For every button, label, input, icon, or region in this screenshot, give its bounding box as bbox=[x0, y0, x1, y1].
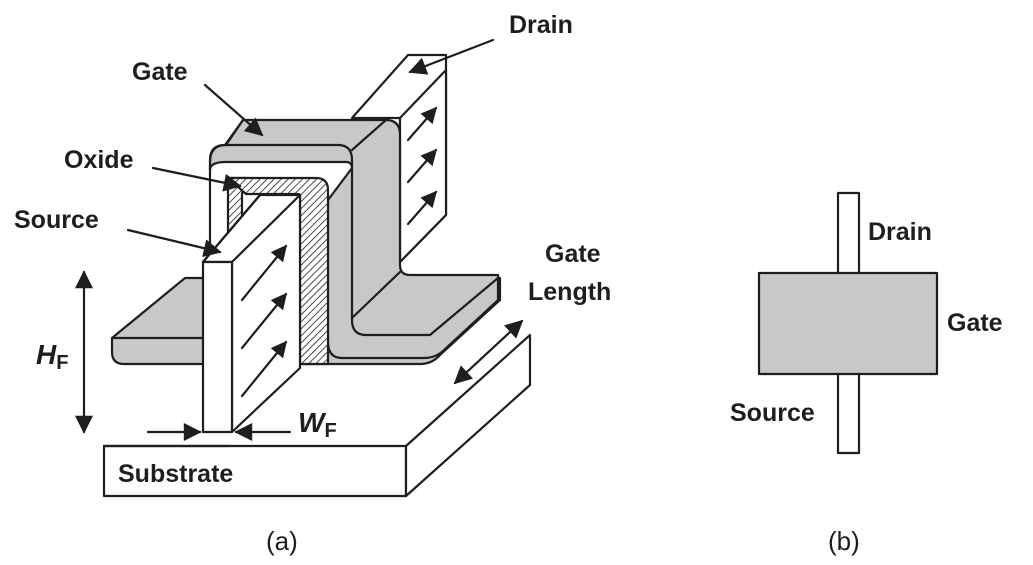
gate-block bbox=[757, 271, 939, 376]
source-label-b: Source bbox=[730, 399, 815, 427]
oxide-leader bbox=[151, 166, 242, 192]
drain-leader bbox=[408, 38, 495, 75]
gate-label-b: Gate bbox=[947, 309, 1003, 337]
gate-length-arrow bbox=[453, 319, 524, 385]
drain-label: Drain bbox=[509, 11, 573, 39]
source-label: Source bbox=[14, 206, 99, 234]
caption-b: (b) bbox=[828, 526, 860, 556]
oxide-label: Oxide bbox=[64, 146, 134, 174]
gate-length-label-line1: Gate bbox=[545, 240, 601, 268]
caption-a: (a) bbox=[266, 526, 298, 556]
gate-leader bbox=[203, 83, 264, 137]
panel-a: Drain Gate Oxide Source Gate Length HF W… bbox=[14, 11, 611, 556]
height-label: HF bbox=[36, 339, 68, 374]
gate-label: Gate bbox=[132, 58, 188, 86]
source-fin-end bbox=[201, 193, 302, 434]
source-leader bbox=[126, 228, 222, 257]
substrate-label: Substrate bbox=[118, 460, 233, 488]
drain-label-b: Drain bbox=[868, 218, 932, 246]
width-label: WF bbox=[298, 407, 337, 442]
gate-length-label-line2: Length bbox=[528, 278, 611, 306]
panel-b: Drain Gate Source (b) bbox=[730, 191, 1003, 556]
